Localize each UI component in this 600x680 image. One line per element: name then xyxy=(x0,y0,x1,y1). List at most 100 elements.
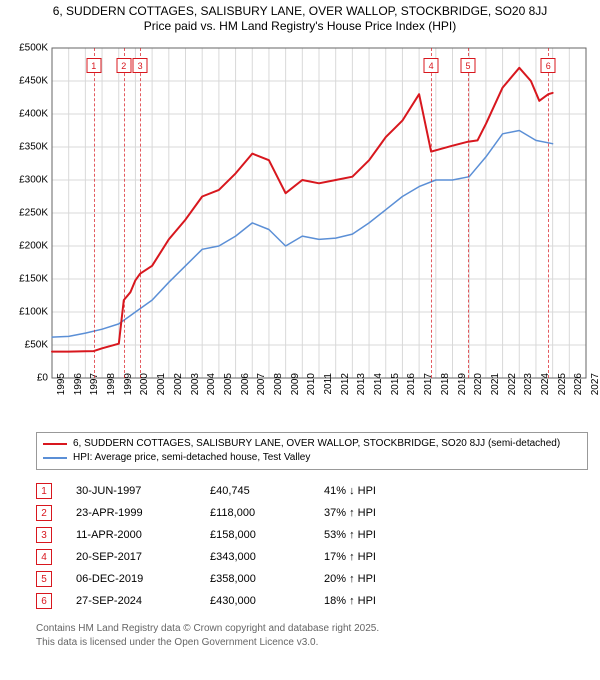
transaction-date: 06-DEC-2019 xyxy=(76,573,186,585)
legend-item-hpi: HPI: Average price, semi-detached house,… xyxy=(43,451,581,465)
transaction-price: £358,000 xyxy=(210,573,300,585)
transaction-price: £118,000 xyxy=(210,507,300,519)
x-tick-label: 2025 xyxy=(557,373,568,395)
transaction-date: 23-APR-1999 xyxy=(76,507,186,519)
transaction-date: 11-APR-2000 xyxy=(76,529,186,541)
y-tick-label: £0 xyxy=(10,373,48,384)
marker-line xyxy=(431,48,432,378)
title-line-2: Price paid vs. HM Land Registry's House … xyxy=(0,19,600,34)
transaction-row: 2 23-APR-1999 £118,000 37% ↑ HPI xyxy=(36,502,588,524)
legend-swatch-hpi xyxy=(43,457,67,459)
marker-line xyxy=(548,48,549,378)
x-tick-label: 2021 xyxy=(490,373,501,395)
transaction-price: £158,000 xyxy=(210,529,300,541)
x-tick-label: 2002 xyxy=(173,373,184,395)
x-tick-label: 2006 xyxy=(240,373,251,395)
chart-title: 6, SUDDERN COTTAGES, SALISBURY LANE, OVE… xyxy=(0,0,600,34)
transaction-badge: 2 xyxy=(36,505,52,521)
x-tick-label: 2019 xyxy=(457,373,468,395)
x-tick-label: 2017 xyxy=(423,373,434,395)
footer-line-2: This data is licensed under the Open Gov… xyxy=(36,636,588,650)
marker-line xyxy=(140,48,141,378)
x-tick-label: 2007 xyxy=(256,373,267,395)
y-tick-label: £50K xyxy=(10,340,48,351)
transaction-date: 27-SEP-2024 xyxy=(76,595,186,607)
price-chart: £0 £50K £100K £150K £200K £250K £300K £350K £400… xyxy=(12,40,588,420)
y-tick-label: £350K xyxy=(10,142,48,153)
legend-swatch-price xyxy=(43,443,67,445)
transaction-badge: 6 xyxy=(36,593,52,609)
x-tick-label: 2026 xyxy=(573,373,584,395)
transaction-row: 5 06-DEC-2019 £358,000 20% ↑ HPI xyxy=(36,568,588,590)
x-tick-label: 2004 xyxy=(206,373,217,395)
x-tick-label: 1997 xyxy=(89,373,100,395)
legend: 6, SUDDERN COTTAGES, SALISBURY LANE, OVE… xyxy=(36,432,588,470)
x-tick-label: 1998 xyxy=(106,373,117,395)
chart-marker-badge: 4 xyxy=(424,58,439,73)
legend-item-price: 6, SUDDERN COTTAGES, SALISBURY LANE, OVE… xyxy=(43,437,581,451)
marker-line xyxy=(94,48,95,378)
x-tick-label: 2015 xyxy=(390,373,401,395)
x-tick-label: 2014 xyxy=(373,373,384,395)
x-tick-label: 2022 xyxy=(507,373,518,395)
x-tick-label: 2018 xyxy=(440,373,451,395)
marker-line xyxy=(468,48,469,378)
transactions-table: 1 30-JUN-1997 £40,745 41% ↓ HPI 2 23-APR-1999… xyxy=(36,480,588,612)
transaction-date: 20-SEP-2017 xyxy=(76,551,186,563)
transaction-price: £430,000 xyxy=(210,595,300,607)
x-tick-label: 2003 xyxy=(190,373,201,395)
transaction-delta: 17% ↑ HPI xyxy=(324,551,434,563)
marker-line xyxy=(124,48,125,378)
x-tick-label: 2010 xyxy=(306,373,317,395)
transaction-price: £40,745 xyxy=(210,485,300,497)
x-tick-label: 2013 xyxy=(356,373,367,395)
y-tick-label: £300K xyxy=(10,175,48,186)
transaction-price: £343,000 xyxy=(210,551,300,563)
chart-marker-badge: 2 xyxy=(116,58,131,73)
x-tick-label: 2012 xyxy=(340,373,351,395)
footer: Contains HM Land Registry data © Crown c… xyxy=(36,622,588,649)
transaction-delta: 20% ↑ HPI xyxy=(324,573,434,585)
transaction-delta: 18% ↑ HPI xyxy=(324,595,434,607)
transaction-row: 6 27-SEP-2024 £430,000 18% ↑ HPI xyxy=(36,590,588,612)
x-tick-label: 2008 xyxy=(273,373,284,395)
transaction-row: 3 11-APR-2000 £158,000 53% ↑ HPI xyxy=(36,524,588,546)
x-tick-label: 1996 xyxy=(73,373,84,395)
chart-marker-badge: 3 xyxy=(133,58,148,73)
chart-marker-badge: 5 xyxy=(461,58,476,73)
transaction-delta: 53% ↑ HPI xyxy=(324,529,434,541)
y-tick-label: £200K xyxy=(10,241,48,252)
y-tick-label: £100K xyxy=(10,307,48,318)
chart-svg xyxy=(12,40,588,420)
x-tick-label: 2009 xyxy=(290,373,301,395)
title-line-1: 6, SUDDERN COTTAGES, SALISBURY LANE, OVE… xyxy=(0,4,600,19)
y-tick-label: £250K xyxy=(10,208,48,219)
y-tick-label: £450K xyxy=(10,76,48,87)
transaction-date: 30-JUN-1997 xyxy=(76,485,186,497)
x-tick-label: 1995 xyxy=(56,373,67,395)
x-tick-label: 2001 xyxy=(156,373,167,395)
x-tick-label: 2023 xyxy=(523,373,534,395)
transaction-badge: 4 xyxy=(36,549,52,565)
y-tick-label: £500K xyxy=(10,43,48,54)
transaction-delta: 41% ↓ HPI xyxy=(324,485,434,497)
legend-label-hpi: HPI: Average price, semi-detached house,… xyxy=(73,451,310,465)
x-tick-label: 2011 xyxy=(323,373,334,395)
x-tick-label: 2016 xyxy=(406,373,417,395)
transaction-delta: 37% ↑ HPI xyxy=(324,507,434,519)
x-tick-label: 2024 xyxy=(540,373,551,395)
x-tick-label: 2005 xyxy=(223,373,234,395)
chart-marker-badge: 1 xyxy=(86,58,101,73)
footer-line-1: Contains HM Land Registry data © Crown c… xyxy=(36,622,588,636)
transaction-row: 4 20-SEP-2017 £343,000 17% ↑ HPI xyxy=(36,546,588,568)
x-tick-label: 2027 xyxy=(590,373,600,395)
legend-label-price: 6, SUDDERN COTTAGES, SALISBURY LANE, OVE… xyxy=(73,437,560,451)
transaction-badge: 5 xyxy=(36,571,52,587)
transaction-row: 1 30-JUN-1997 £40,745 41% ↓ HPI xyxy=(36,480,588,502)
chart-marker-badge: 6 xyxy=(541,58,556,73)
transaction-badge: 3 xyxy=(36,527,52,543)
transaction-badge: 1 xyxy=(36,483,52,499)
x-tick-label: 2020 xyxy=(473,373,484,395)
y-tick-label: £400K xyxy=(10,109,48,120)
y-tick-label: £150K xyxy=(10,274,48,285)
